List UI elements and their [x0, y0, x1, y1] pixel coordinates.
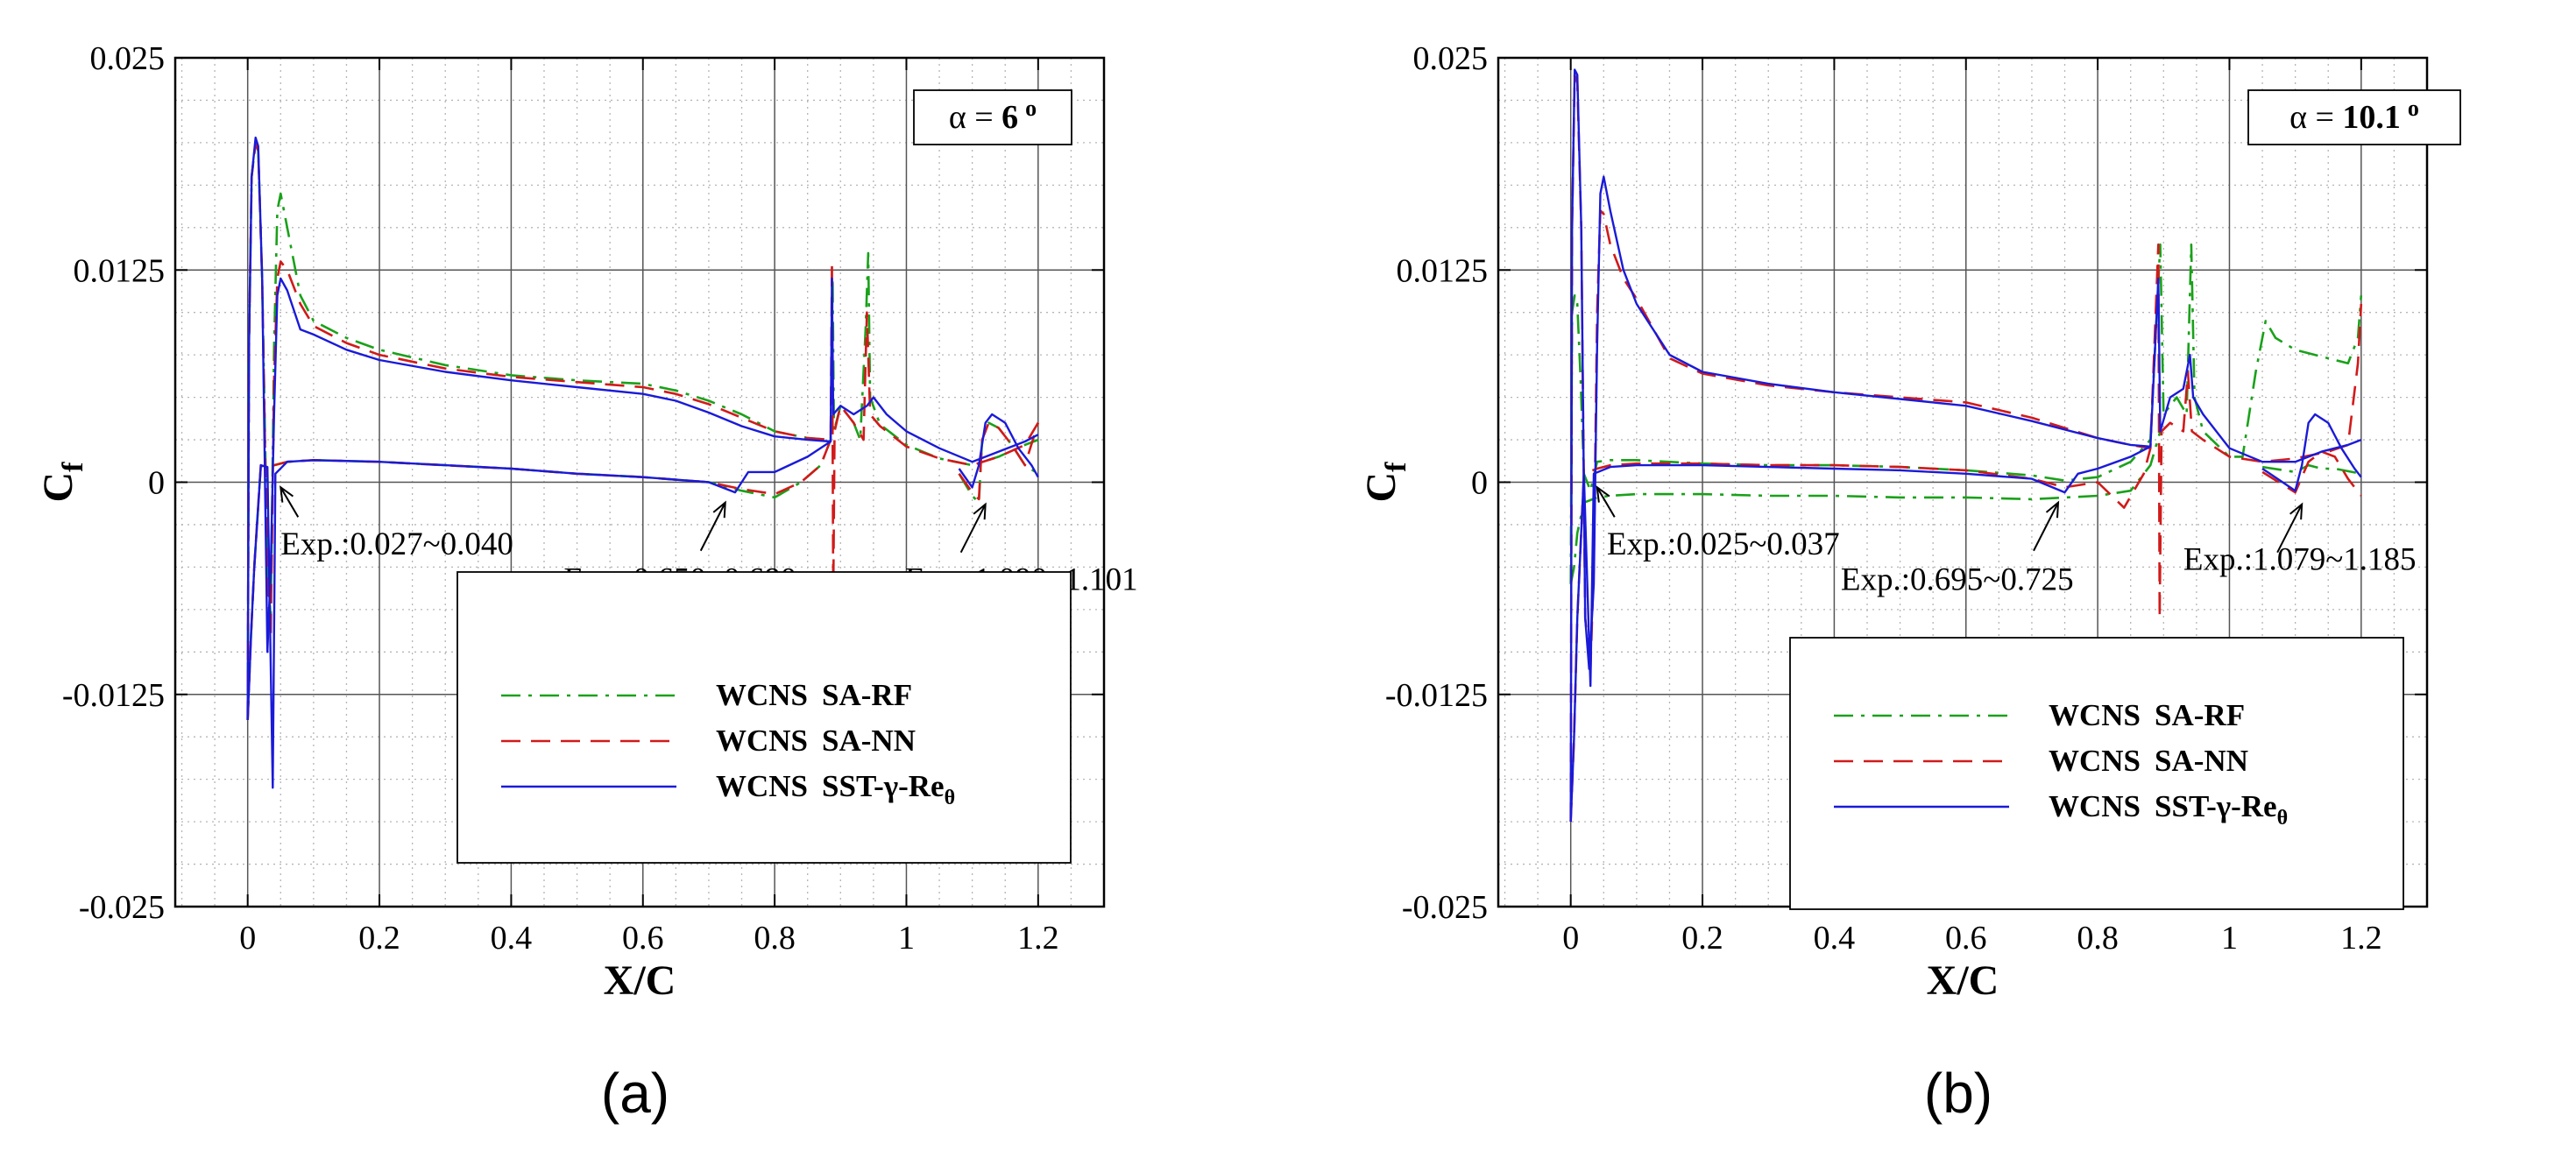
annotation-text: Exp.:0.027~0.040 [280, 526, 513, 562]
alpha-box [2247, 89, 2461, 145]
legend-label: WCNS SA-RF [2049, 698, 2245, 732]
series-line-segment [2261, 450, 2362, 497]
x-tick-label: 0.4 [1814, 920, 1856, 957]
annotation-arrowhead [973, 502, 987, 520]
annotation: Exp.:0.025~0.037 [1596, 485, 1840, 562]
series-line-segment [246, 141, 1039, 720]
x-tick-label: 0.8 [2077, 920, 2119, 957]
x-tick-label: 0.8 [754, 920, 796, 957]
annotation-arrow [1596, 486, 1616, 518]
annotation-arrow [2033, 502, 2059, 552]
y-tick-label: -0.025 [79, 889, 165, 926]
annotation-text: Exp.:0.025~0.037 [1607, 526, 1840, 562]
legend-label: WCNS SA-NN [2049, 744, 2248, 778]
series-line-segment [2261, 463, 2362, 476]
legend-box [456, 571, 1072, 864]
x-tick-label: 1 [2221, 920, 2238, 957]
legend-label: WCNS SST-γ-Reθ [2049, 789, 2288, 830]
annotation-arrow [2276, 504, 2304, 554]
alpha-box [913, 89, 1072, 145]
legend-box [1789, 637, 2404, 910]
y-tick-label: -0.025 [1402, 889, 1488, 926]
y-axis-label: Cf [35, 462, 89, 503]
panel-caption: (b) [1924, 1062, 1992, 1125]
y-tick-label: 0 [148, 465, 165, 502]
plot-frame [173, 56, 1106, 908]
chart-panel-a: 0 0.2 0.4 0.6 0.8 1 1.2 -0.025 -0.0125 0 0.0125 0.0… [35, 40, 1138, 1125]
legend-label: WCNS SA-NN [716, 724, 916, 758]
series-wcns-sst-re [1569, 68, 2362, 823]
series-wcns-sst-re [246, 136, 1039, 789]
annotation-arrowhead [712, 500, 726, 519]
x-axis-label: X/C [1927, 957, 1999, 1004]
y-tick-label: 0.0125 [1397, 252, 1489, 289]
x-tick-label: 1 [898, 920, 915, 957]
panel-caption: (a) [601, 1062, 669, 1125]
y-tick-label: 0.025 [90, 40, 166, 77]
series-line-segment [246, 440, 832, 789]
x-tick-label: 0.6 [622, 920, 664, 957]
legend-label: WCNS SST-γ-Reθ [716, 769, 955, 809]
series-line-segment [2261, 413, 2362, 492]
y-tick-label: 0 [1471, 465, 1488, 502]
x-tick-label: 1.2 [2340, 920, 2382, 957]
annotation-arrowhead [2289, 502, 2304, 520]
x-tick-label: 1.2 [1017, 920, 1059, 957]
annotation: Exp.:0.695~0.725 [1841, 500, 2074, 598]
annotation: Exp.:0.027~0.040 [280, 485, 513, 562]
y-tick-label: 0.0125 [74, 252, 166, 289]
series-line-segment [1569, 448, 2152, 823]
legend: WCNS SA-RF WCNS SA-NN WCNS SST-γ-Reθ [1789, 637, 2404, 910]
annotation-arrow [699, 502, 726, 552]
series-line-segment [246, 136, 1039, 720]
annotation-text: Exp.:0.695~0.725 [1841, 562, 2074, 598]
y-tick-label: -0.0125 [62, 677, 165, 714]
annotation-text: Exp.:1.079~1.185 [2183, 541, 2417, 577]
series-line-segment [958, 421, 1039, 505]
series-line-segment [958, 421, 1040, 501]
chart-panel-b: 0 0.2 0.4 0.6 0.8 1 1.2 -0.025 -0.0125 0 0.0125 0.0… [1358, 40, 2461, 1125]
y-tick-label: 0.025 [1413, 40, 1489, 77]
x-tick-label: 0 [1562, 920, 1579, 957]
alpha-label: α = 10.1 o [2289, 95, 2419, 136]
legend: WCNS SA-RF WCNS SA-NN WCNS SST-γ-Reθ [456, 571, 1072, 864]
x-tick-label: 0 [239, 920, 256, 957]
y-tick-label: -0.0125 [1385, 677, 1488, 714]
x-tick-label: 0.4 [491, 920, 533, 957]
series-line-segment [958, 413, 1039, 489]
x-tick-label: 0.6 [1945, 920, 1987, 957]
x-axis-label: X/C [604, 957, 676, 1004]
annotation-arrow [280, 486, 300, 518]
annotation-arrowhead [280, 485, 294, 503]
legend-label: WCNS SA-RF [716, 678, 912, 712]
annotation-arrowhead [1596, 485, 1610, 503]
series-line-segment [1569, 445, 2151, 823]
y-axis-label: Cf [1358, 462, 1412, 503]
annotation: Exp.:1.079~1.185 [2183, 502, 2417, 577]
x-tick-label: 0.2 [1681, 920, 1723, 957]
annotation-arrow [959, 504, 987, 554]
annotation-arrowhead [2045, 500, 2060, 519]
x-tick-label: 0.2 [358, 920, 400, 957]
